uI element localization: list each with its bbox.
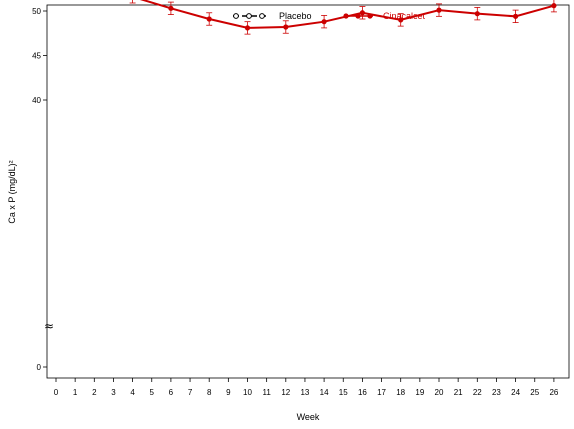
x-tick-label: 0 bbox=[54, 388, 59, 397]
axis-break-symbol: ≈ bbox=[44, 319, 54, 333]
x-tick-label: 12 bbox=[281, 388, 290, 397]
data-point bbox=[513, 13, 519, 19]
x-axis: 0 1 2 3 4 5 6 7 8 9 10 11 12 13 14 15 16 17 18 19 20 21 22 23 24… bbox=[54, 378, 559, 397]
x-tick-label: 3 bbox=[111, 388, 116, 397]
x-tick-label: 1 bbox=[73, 388, 78, 397]
x-tick-label: 8 bbox=[207, 388, 212, 397]
data-point bbox=[359, 10, 365, 16]
y-tick-label: 50 bbox=[32, 7, 41, 16]
plot-frame bbox=[46, 4, 570, 379]
x-tick-label: 13 bbox=[300, 388, 309, 397]
x-tick-label: 16 bbox=[358, 388, 367, 397]
legend-placebo-marker bbox=[259, 13, 265, 19]
series-line bbox=[139, 0, 555, 29]
x-tick-label: 21 bbox=[454, 388, 463, 397]
x-tick-label: 23 bbox=[492, 388, 501, 397]
data-point bbox=[474, 11, 480, 17]
data-point bbox=[283, 24, 289, 30]
x-tick-label: 10 bbox=[243, 388, 252, 397]
x-tick-label: 22 bbox=[473, 388, 482, 397]
plot-area-border bbox=[46, 4, 570, 379]
x-tick-label: 6 bbox=[169, 388, 174, 397]
x-tick-label: 15 bbox=[339, 388, 348, 397]
y-tick-label: 40 bbox=[32, 96, 41, 105]
x-tick-label: 9 bbox=[226, 388, 231, 397]
x-tick-label: 7 bbox=[188, 388, 193, 397]
x-axis-title: Week bbox=[297, 412, 320, 422]
y-tick-label: 0 bbox=[37, 363, 42, 372]
x-tick-label: 18 bbox=[396, 388, 405, 397]
x-tick-label: 26 bbox=[549, 388, 558, 397]
x-tick-label: 2 bbox=[92, 388, 97, 397]
data-point bbox=[168, 5, 174, 11]
series-cinacalcet bbox=[129, 0, 557, 35]
legend-cinacalcet-marker bbox=[355, 13, 361, 19]
data-point bbox=[436, 7, 442, 13]
x-tick-label: 25 bbox=[530, 388, 539, 397]
x-tick-label: 20 bbox=[435, 388, 444, 397]
legend-cinacalcet-label: Cinacalcet bbox=[383, 11, 426, 21]
x-tick-label: 11 bbox=[262, 388, 271, 397]
y-axis-title: Ca x P (mg/dL)² bbox=[7, 160, 17, 223]
data-point bbox=[551, 3, 557, 9]
x-tick-label: 24 bbox=[511, 388, 520, 397]
series-layer bbox=[129, 0, 557, 35]
data-point bbox=[398, 17, 404, 23]
data-point bbox=[244, 25, 251, 31]
y-tick-label: 45 bbox=[32, 52, 41, 61]
legend: Placebo Cinacalcet bbox=[233, 11, 426, 21]
data-point bbox=[321, 19, 327, 25]
x-tick-label: 17 bbox=[377, 388, 386, 397]
error-bar bbox=[129, 0, 136, 4]
x-tick-label: 19 bbox=[415, 388, 424, 397]
legend-placebo-label: Placebo bbox=[279, 11, 312, 21]
legend-item-cinacalcet: Cinacalcet bbox=[343, 11, 426, 21]
x-tick-label: 5 bbox=[150, 388, 155, 397]
legend-placebo-marker bbox=[246, 13, 252, 19]
legend-placebo-marker bbox=[233, 13, 239, 19]
x-tick-label: 4 bbox=[130, 388, 135, 397]
legend-cinacalcet-marker bbox=[343, 13, 349, 19]
data-point bbox=[206, 16, 212, 22]
x-tick-label: 14 bbox=[320, 388, 329, 397]
y-axis: 040455055606570 bbox=[32, 7, 47, 372]
legend-cinacalcet-marker bbox=[367, 13, 373, 19]
legend-item-placebo: Placebo bbox=[233, 11, 312, 21]
